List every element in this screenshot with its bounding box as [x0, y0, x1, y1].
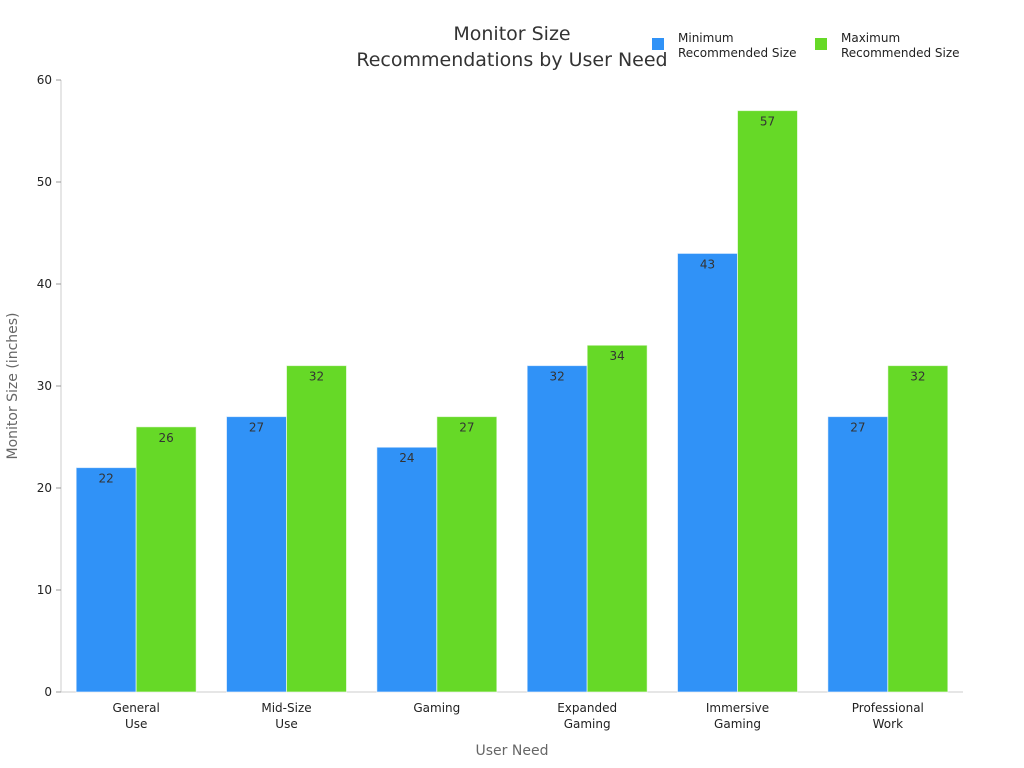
bar-minimum	[827, 416, 889, 693]
bar-maximum	[436, 416, 498, 693]
legend-label: Minimum Recommended Size	[678, 31, 797, 60]
bar-value-label: 27	[459, 421, 474, 435]
bar-maximum	[135, 426, 197, 693]
legend-swatch	[652, 38, 664, 50]
bar-maximum	[737, 110, 798, 693]
x-tick-label: General Use	[113, 701, 160, 731]
y-tick-label: 10	[37, 583, 52, 597]
legend-swatch	[815, 38, 827, 50]
bar-value-label: 32	[550, 370, 565, 384]
legend: Minimum Recommended Size Maximum Recommende…	[652, 31, 960, 60]
bar-value-label: 24	[399, 451, 414, 465]
chart-title: Monitor Size Recommendations by User Need	[356, 23, 667, 71]
y-axis-label: Monitor Size (inches)	[5, 312, 21, 459]
axes: 0 10 20 30 40 50 60 General Use Mid-Size Use Gaming…	[37, 73, 963, 731]
bar-minimum	[376, 446, 438, 693]
bar-value-label: 27	[850, 421, 865, 435]
x-tick-label: Mid-Size Use	[261, 701, 311, 731]
bar-value-label: 32	[309, 370, 324, 384]
x-axis-label: User Need	[476, 743, 549, 759]
bar-minimum	[226, 416, 287, 693]
y-tick-label: 30	[37, 379, 52, 393]
bar-value-label: 22	[99, 472, 114, 486]
bar-value-label: 26	[159, 431, 174, 445]
bar-maximum	[286, 365, 347, 693]
bar-minimum	[526, 365, 588, 693]
bars	[75, 110, 949, 693]
x-tick-label: Professional Work	[852, 701, 924, 731]
bar-maximum	[887, 365, 949, 693]
y-tick-label: 60	[37, 73, 52, 87]
legend-label: Maximum Recommended Size	[841, 31, 960, 60]
bar-value-label: 34	[610, 349, 625, 363]
y-tick-label: 0	[44, 685, 52, 699]
x-tick-label: Expanded Gaming	[557, 701, 617, 731]
bar-value-label: 27	[249, 421, 264, 435]
chart-title-line: Monitor Size	[453, 23, 570, 45]
bar-maximum	[586, 344, 648, 693]
bar-value-label: 32	[910, 370, 925, 384]
bar-value-label: 43	[700, 257, 715, 271]
y-tick-label: 50	[37, 175, 52, 189]
bar-minimum	[75, 467, 137, 693]
bar-minimum	[677, 252, 738, 693]
y-tick-label: 20	[37, 481, 52, 495]
y-tick-label: 40	[37, 277, 52, 291]
x-tick-label: Gaming	[413, 701, 460, 715]
data-labels: 22 26 27 32 24 27 32 34 43 57 27 32	[99, 115, 926, 486]
chart-title-line: Recommendations by User Need	[356, 49, 667, 71]
x-tick-label: Immersive Gaming	[706, 701, 769, 731]
bar-value-label: 57	[760, 115, 775, 129]
